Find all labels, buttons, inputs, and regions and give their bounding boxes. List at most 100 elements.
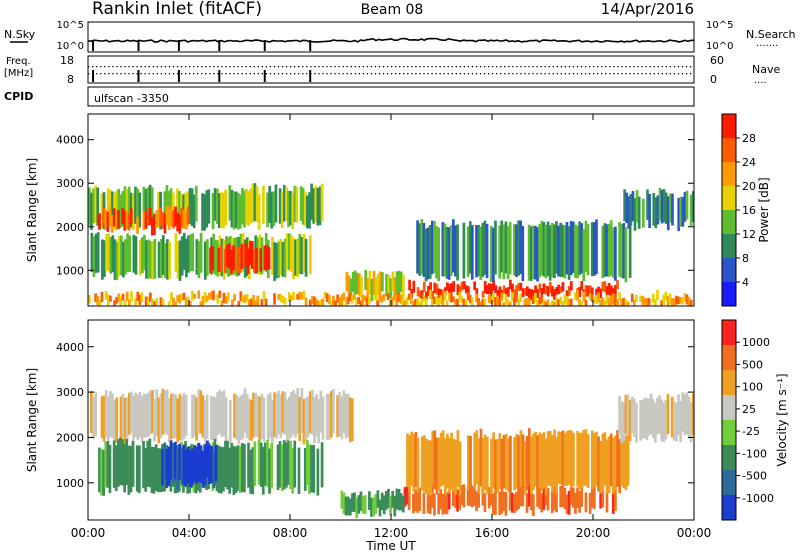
echo-cell	[367, 296, 371, 304]
freq-dot	[447, 66, 449, 68]
echo-cell	[475, 293, 478, 303]
nave-dot	[201, 73, 203, 75]
echo-cell	[639, 400, 642, 441]
echo-cell	[149, 292, 152, 303]
echo-cell	[96, 296, 100, 306]
echo-cell	[662, 402, 666, 442]
echo-cell	[580, 223, 584, 274]
echo-cell	[446, 282, 449, 291]
echo-cell	[129, 208, 133, 224]
echo-cell	[207, 292, 211, 300]
freq-dot	[415, 66, 417, 68]
echo-cell	[498, 286, 502, 300]
echo-cell	[247, 299, 251, 306]
freq-dot	[334, 66, 336, 68]
echo-cell	[489, 486, 493, 506]
echo-cell	[108, 445, 112, 494]
echo-cell	[117, 235, 121, 277]
echo-cell	[387, 275, 391, 295]
echo-cell	[205, 190, 209, 228]
echo-cell	[170, 292, 173, 302]
echo-cell	[142, 441, 145, 489]
colorbar-segment	[722, 210, 736, 234]
echo-cell	[620, 224, 624, 278]
echo-cell	[412, 434, 416, 492]
echo-cell	[489, 226, 493, 283]
nave-dot	[423, 73, 425, 75]
echo-cell	[532, 290, 535, 298]
echo-cell	[261, 446, 265, 495]
freq-dot	[294, 66, 296, 68]
echo-cell	[523, 298, 527, 306]
colorbar-tick-label: 1000	[742, 336, 770, 349]
echo-cell	[660, 399, 664, 442]
echo-cell	[391, 490, 395, 508]
echo-cell	[683, 192, 687, 222]
echo-cell	[538, 224, 541, 278]
nave-dot	[386, 73, 389, 75]
echo-cell	[364, 270, 368, 290]
echo-cell	[378, 292, 382, 303]
echo-cell	[529, 486, 533, 511]
nave-dot	[593, 73, 595, 75]
echo-cell	[445, 300, 449, 306]
echo-cell	[494, 220, 497, 275]
echo-cell	[382, 495, 386, 515]
echo-cell	[249, 449, 253, 494]
echo-cell	[203, 241, 207, 280]
echo-cell	[180, 236, 184, 276]
nave-dot	[407, 73, 409, 75]
nave-dot	[366, 73, 369, 75]
echo-cell	[534, 431, 537, 487]
echo-cell	[119, 235, 123, 276]
echo-cell	[282, 185, 286, 222]
freq-dot	[197, 66, 199, 68]
nave-dot	[88, 73, 90, 75]
colorbar-segment	[722, 258, 736, 282]
echo-cell	[425, 291, 428, 301]
echo-cell	[611, 437, 615, 495]
echo-cell	[127, 445, 131, 495]
echo-cell	[387, 488, 390, 509]
y-tick-label: 2000	[56, 221, 84, 234]
echo-cell	[567, 226, 571, 280]
echo-cell	[262, 291, 266, 302]
echo-cell	[203, 292, 207, 304]
nave-tick-bottom: 0	[710, 73, 717, 86]
echo-cell	[201, 296, 205, 306]
freq-dot	[112, 66, 114, 68]
echo-cell	[210, 446, 214, 484]
echo-cell	[428, 289, 432, 300]
echo-cell	[218, 290, 222, 299]
echo-cell	[250, 400, 253, 441]
echo-cell	[469, 435, 472, 492]
echo-cell	[580, 300, 584, 306]
echo-cell	[303, 191, 307, 226]
echo-cell	[532, 433, 535, 491]
echo-cell	[149, 390, 152, 435]
echo-cell	[555, 221, 558, 274]
echo-cell	[178, 240, 182, 281]
echo-cell	[178, 394, 182, 441]
nsky-tick-bottom: 10^0	[57, 41, 84, 52]
freq-dot	[427, 66, 429, 68]
echo-cell	[193, 293, 196, 299]
echo-cell	[651, 399, 655, 439]
echo-cell	[292, 291, 295, 301]
echo-cell	[346, 393, 350, 438]
echo-cell	[134, 392, 137, 438]
echo-cell	[447, 227, 451, 280]
echo-cell	[546, 221, 550, 277]
freq-label: Freq.	[6, 56, 31, 67]
echo-cell	[550, 223, 554, 278]
freq-dot	[241, 66, 243, 68]
nave-dot	[326, 73, 328, 75]
echo-cell	[593, 433, 596, 488]
nave-dot	[605, 73, 607, 75]
echo-cell	[485, 223, 489, 279]
y-tick-label: 3000	[56, 177, 84, 190]
echo-cell	[403, 300, 407, 306]
echo-cell	[553, 486, 556, 511]
echo-cell	[332, 295, 335, 306]
colorbar-segment	[722, 282, 736, 306]
